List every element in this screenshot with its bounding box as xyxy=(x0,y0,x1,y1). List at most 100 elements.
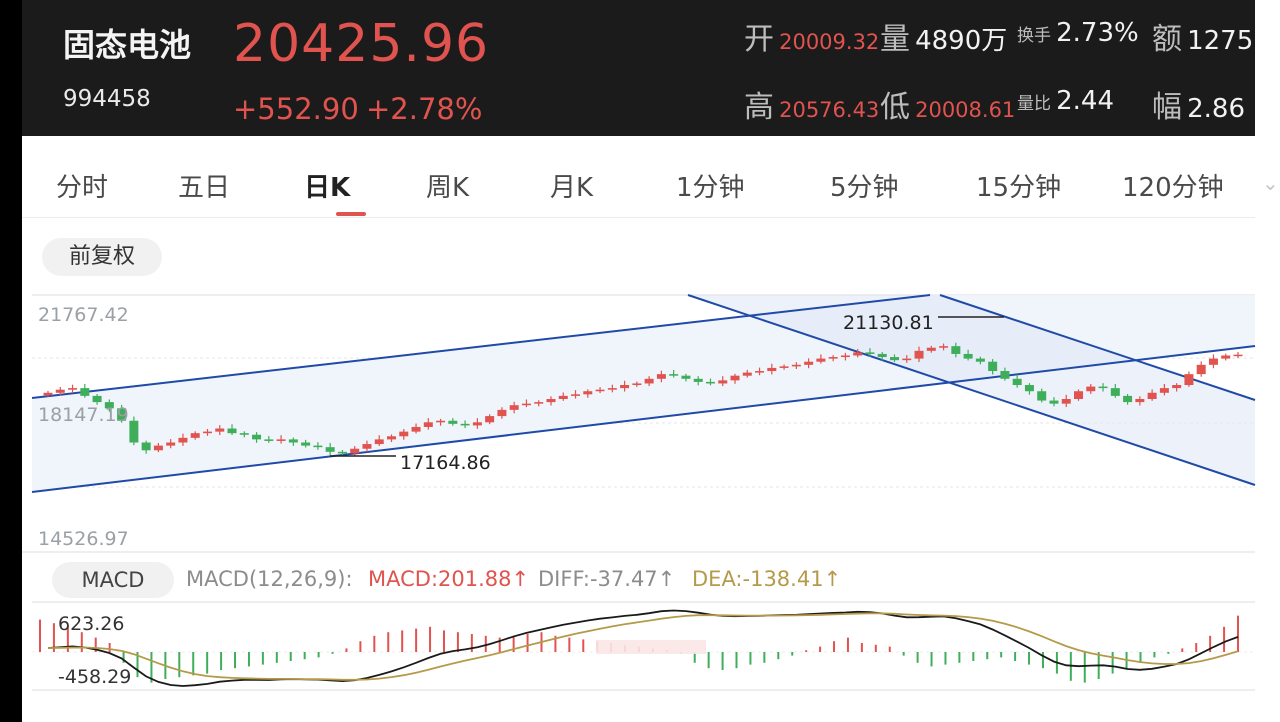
candle-body xyxy=(92,395,102,403)
candle-body xyxy=(190,433,200,438)
diff-value: DIFF:-37.47↑ xyxy=(538,567,676,591)
candle-body xyxy=(914,350,924,359)
candle-body xyxy=(730,375,740,381)
candle-body xyxy=(436,420,446,423)
candle-body xyxy=(1172,385,1182,389)
candle-body xyxy=(387,436,397,440)
candle-body xyxy=(521,403,531,406)
candle-body xyxy=(178,437,188,443)
candle-body xyxy=(460,423,470,426)
candle-body xyxy=(80,388,90,396)
amount-label: 额 xyxy=(1152,22,1182,57)
candle-body xyxy=(975,358,985,362)
candle-body xyxy=(276,439,286,441)
candle-body xyxy=(632,383,642,386)
candle-body xyxy=(939,346,949,348)
amount-value: 1275 xyxy=(1187,26,1254,56)
candle-body xyxy=(791,364,801,367)
period-tabs: 分时 五日 日K 周K 月K 1分钟 5分钟 15分钟 120分钟 ⌄ xyxy=(22,149,1279,218)
candle-body xyxy=(951,346,961,354)
macd-selector-button[interactable]: MACD xyxy=(52,562,174,598)
price-axis-top: 21767.42 xyxy=(38,304,129,326)
candle-body xyxy=(202,431,212,434)
candle-body xyxy=(656,374,666,379)
turnover-value: 2.73% xyxy=(1056,18,1139,48)
tab-weekly-k[interactable]: 周K xyxy=(426,173,470,203)
candle-body xyxy=(313,445,323,448)
low-marker-label: 17164.86 xyxy=(400,452,491,474)
tab-monthly-k[interactable]: 月K xyxy=(550,173,594,203)
candle-body xyxy=(1110,388,1120,396)
candle-body xyxy=(571,394,581,396)
candle-body xyxy=(681,375,691,379)
amp-value: 2.86 xyxy=(1187,94,1245,124)
open-value: 20009.32 xyxy=(779,30,880,54)
adjust-button[interactable]: 前复权 xyxy=(42,238,162,276)
candle-body xyxy=(546,398,556,403)
open-label: 开 xyxy=(744,22,774,57)
candle-body xyxy=(742,372,752,376)
candle-body xyxy=(926,347,936,351)
candle-body xyxy=(55,389,65,393)
macd-params: MACD(12,26,9): xyxy=(186,567,353,591)
candle-body xyxy=(1000,371,1010,379)
candle-body xyxy=(264,439,274,441)
stock-code: 994458 xyxy=(63,86,151,112)
candle-body xyxy=(853,352,863,356)
candle-body xyxy=(252,434,262,440)
candle-body xyxy=(1123,395,1133,403)
macd-value: MACD:201.88↑ xyxy=(368,567,530,591)
candle-body xyxy=(239,433,249,435)
candle-body xyxy=(1061,398,1071,404)
candle-body xyxy=(68,388,78,390)
candle-body xyxy=(779,366,789,368)
candle-body xyxy=(1208,358,1218,365)
candle-body xyxy=(399,431,409,437)
open-stat: 开 20009.32 xyxy=(744,14,879,58)
tab-5-minute[interactable]: 5分钟 xyxy=(830,173,899,203)
amp-label: 幅 xyxy=(1152,90,1182,125)
macd-legend: MACD MACD(12,26,9): MACD:201.88↑ DIFF:-3… xyxy=(22,560,1255,598)
candle-body xyxy=(877,353,887,358)
tab-intraday[interactable]: 分时 xyxy=(56,173,109,203)
vol-ratio-value: 2.44 xyxy=(1056,86,1114,116)
tab-daily-k[interactable]: 日K xyxy=(304,173,351,203)
candle-body xyxy=(1184,374,1194,386)
active-tab-indicator xyxy=(336,212,366,216)
candle-body xyxy=(325,447,335,452)
high-marker-label: 21130.81 xyxy=(843,312,934,334)
candle-body xyxy=(337,451,347,454)
tab-15-minute[interactable]: 15分钟 xyxy=(976,173,1062,203)
tab-120-minute[interactable]: 120分钟 xyxy=(1122,173,1224,203)
rising-channel-upper-line xyxy=(31,294,931,399)
candle-body xyxy=(534,402,544,404)
rising-channel-lower-line xyxy=(31,345,1256,493)
candle-body xyxy=(583,391,593,395)
turnover-label: 换手 xyxy=(1017,26,1051,46)
candle-body xyxy=(865,352,875,354)
candle-body xyxy=(902,358,912,361)
tab-five-day[interactable]: 五日 xyxy=(178,173,231,203)
tab-1-minute[interactable]: 1分钟 xyxy=(676,173,745,203)
candle-body xyxy=(509,405,519,410)
falling-channel-upper-line xyxy=(939,294,1256,401)
macd-axis-bottom: -458.29 xyxy=(58,666,131,688)
chevron-down-icon[interactable]: ⌄ xyxy=(1262,171,1279,195)
volume-value: 4890万 xyxy=(915,26,1008,56)
candle-body xyxy=(889,357,899,361)
candle-body xyxy=(1012,378,1022,386)
candle-body xyxy=(411,426,421,432)
high-stat: 高 20576.43 xyxy=(744,82,879,126)
candle-body xyxy=(423,422,433,427)
candle-body xyxy=(840,355,850,358)
candle-body xyxy=(963,353,973,359)
low-stat: 低 20008.61 xyxy=(880,82,1015,126)
candle-body xyxy=(755,371,765,373)
candle-body xyxy=(166,442,176,446)
candle-body xyxy=(816,358,826,362)
macd-axis-top: 623.26 xyxy=(58,613,124,635)
price-axis-mid: 18147.19 xyxy=(38,404,129,426)
candle-body xyxy=(43,392,53,396)
candle-body xyxy=(1037,391,1047,401)
